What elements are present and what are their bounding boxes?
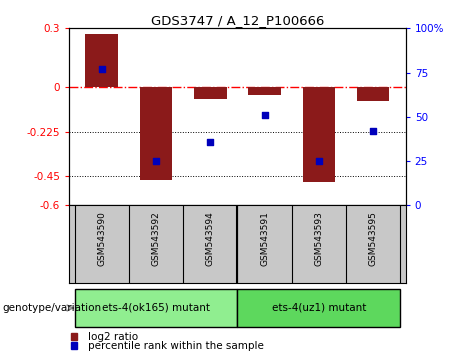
Point [369, 128, 377, 134]
Bar [194, 87, 226, 99]
Point [98, 66, 106, 72]
Point [315, 158, 323, 164]
Text: GSM543595: GSM543595 [369, 212, 378, 267]
Point [152, 158, 160, 164]
Text: GSM543592: GSM543592 [152, 212, 160, 266]
Text: GSM543593: GSM543593 [314, 212, 323, 267]
Point [207, 139, 214, 144]
Text: ets-4(ok165) mutant: ets-4(ok165) mutant [102, 303, 210, 313]
Text: GSM543591: GSM543591 [260, 212, 269, 267]
Bar [248, 87, 281, 95]
Text: genotype/variation: genotype/variation [2, 303, 101, 313]
Text: log2 ratio: log2 ratio [88, 332, 138, 342]
Text: GSM543590: GSM543590 [97, 212, 106, 267]
Bar [85, 34, 118, 87]
Title: GDS3747 / A_12_P100666: GDS3747 / A_12_P100666 [151, 14, 324, 27]
Text: percentile rank within the sample: percentile rank within the sample [88, 341, 264, 351]
Bar [140, 87, 172, 180]
Text: GSM543594: GSM543594 [206, 212, 215, 266]
Point [261, 112, 268, 118]
Text: ets-4(uz1) mutant: ets-4(uz1) mutant [272, 303, 366, 313]
Bar [357, 87, 390, 101]
Bar [75, 289, 237, 327]
Bar [237, 289, 400, 327]
Bar [302, 87, 335, 182]
